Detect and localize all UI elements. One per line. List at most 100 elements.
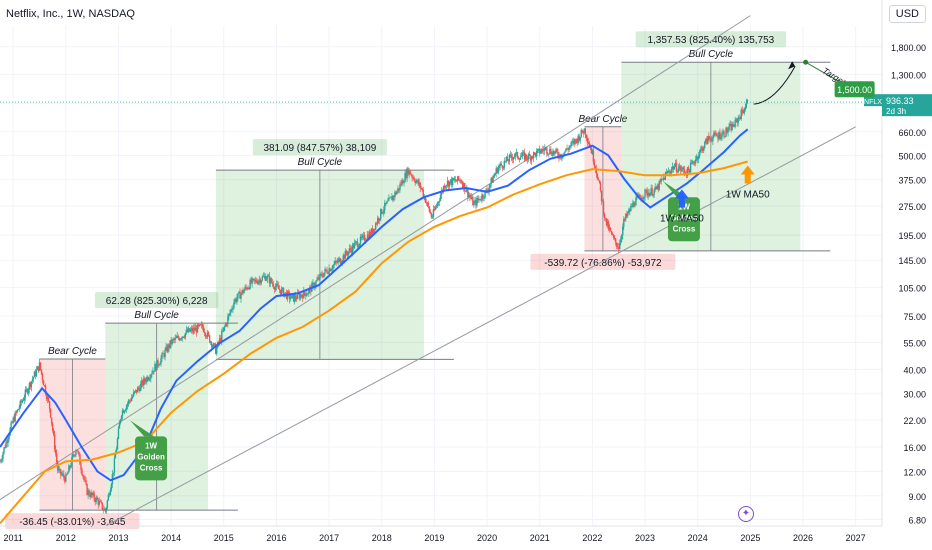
candle-up [109,490,112,496]
candle-up [591,150,594,154]
arrow-up-icon [674,189,689,208]
ma50-fast-line [0,128,749,482]
candle-down [296,298,298,300]
candle-up [152,370,154,374]
candle-down [299,293,301,299]
candle-down [336,261,338,263]
candle-down [264,275,267,281]
candle-down [597,178,600,181]
candle-up [397,188,399,192]
candle-up [103,508,106,510]
candle-up [440,190,443,196]
candle-down [302,295,304,299]
candle-up [95,497,97,502]
candle-down [15,412,17,414]
candle-down [339,258,341,264]
candle-up [628,209,630,213]
candle-down [292,294,295,302]
candle-down [683,169,686,173]
candle-down [600,190,603,202]
candle-up [234,298,236,303]
candle-down [170,340,172,344]
y-tick-label: 145.00 [898,256,926,266]
candle-down [356,241,359,248]
candle-up [530,156,533,161]
candle-up [105,507,108,512]
candle-up [572,140,574,142]
golden-cross-text: Golden [670,213,698,222]
candle-down [276,283,279,286]
candle-up [564,151,566,153]
candle-up [368,231,371,240]
candle-down [208,335,211,343]
candle-down [47,397,50,402]
candle-up [74,454,76,456]
candle-up [58,469,60,471]
candle-up [23,397,26,401]
candle-up [654,186,656,190]
candle-down [504,160,507,162]
candle-up [463,183,465,188]
candle-up [158,364,160,366]
tradingview-logo-icon[interactable]: ✦ [738,506,754,522]
candle-down [81,469,83,475]
candle-up [3,447,5,453]
candle-down [613,237,616,239]
candle-up [694,159,697,164]
candle-down [166,346,168,352]
candle-up [634,205,636,207]
candle-down [77,451,79,452]
candle-down [676,171,679,173]
candle-down [470,196,472,199]
candle-down [610,230,613,235]
candle-down [49,408,52,418]
candle-up [481,194,483,200]
candle-up [480,199,482,201]
candle-down [138,387,140,389]
x-tick-label: 2020 [477,533,497,543]
candle-up [432,209,435,217]
candle-up [233,302,235,309]
candle-down [325,269,327,271]
cycle-boxes: Bear Cycle -36.45 (-83.01%) -3,645 Bull Cy… [5,31,831,530]
candle-down [142,380,144,386]
candle-down [108,494,111,496]
candle-down [447,180,450,187]
candle-down [553,151,555,154]
price-axis: 1,800.001,300.00920.00660.00500.00375.00… [881,0,932,550]
candle-down [472,197,474,206]
candle-down [575,139,577,140]
candle-up [330,269,332,272]
cycle-stat-bg [252,139,387,156]
candle-up [404,172,406,183]
candle-down [205,336,208,338]
candle-down [631,205,633,207]
candle-down [288,292,291,300]
candle-up [495,168,497,174]
candle-up [114,454,117,459]
candle-up [35,369,38,377]
candle-up [372,228,375,233]
candle-up [65,474,67,482]
symbol-label: NFLX [864,99,882,106]
candle-down [313,282,315,288]
candle-up [159,363,161,365]
candle-up [442,186,445,192]
candle-up [141,380,143,384]
candle-down [595,168,598,175]
candle-up [265,278,268,281]
candle-up [521,152,524,156]
candle-down [277,285,280,289]
candle-up [25,389,28,391]
candle-up [164,350,166,358]
candle-down [371,228,374,233]
candle-up [181,336,183,339]
candle-up [324,269,326,273]
candle-down [655,186,657,190]
candle-up [223,327,225,331]
candle-up [344,250,347,259]
currency-button[interactable]: USD [888,5,926,23]
candle-up [744,107,746,111]
candle-up [14,412,16,422]
